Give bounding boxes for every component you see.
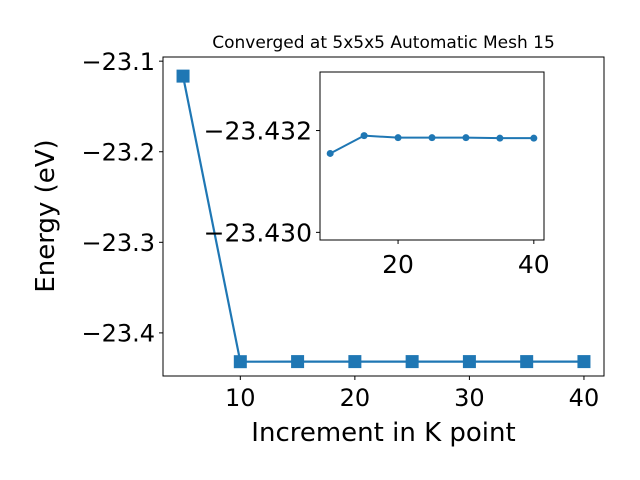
main-data-point: [233, 355, 247, 369]
main-data-point: [462, 355, 476, 369]
main-data-point: [291, 355, 305, 369]
inset-x-tick-label: 20: [382, 250, 414, 279]
main-x-tick-label: 30: [454, 384, 485, 412]
main-y-tick-label: −23.1: [81, 48, 155, 76]
inset-data-point: [530, 134, 538, 142]
main-data-point: [520, 355, 534, 369]
main-y-tick-label: −23.2: [81, 138, 155, 166]
inset-data-point: [496, 134, 504, 142]
main-x-tick-label: 10: [225, 384, 256, 412]
inset-data-point: [326, 149, 334, 157]
y-axis-label: Energy (eV): [31, 139, 61, 292]
main-y-tick-label: −23.3: [81, 229, 155, 257]
main-data-point: [577, 355, 591, 369]
inset-x-tick-label: 40: [518, 250, 550, 279]
inset-y-tick-label: −23.430: [204, 218, 312, 247]
main-data-point: [348, 355, 362, 369]
inset-y-tick-label: −23.432: [204, 117, 312, 146]
inset-data-point: [360, 132, 368, 140]
chart-title: Converged at 5x5x5 Automatic Mesh 15: [212, 33, 555, 53]
inset-plot: 20 40 −23.432−23.430: [204, 71, 550, 279]
main-series: [176, 69, 591, 369]
main-x-ticks: 10 20 30 40: [225, 376, 599, 412]
inset-x-ticks: 20 40: [382, 240, 550, 279]
main-y-ticks: −23.1 −23.2 −23.3 −23.4: [81, 48, 163, 348]
main-series-line: [181, 75, 584, 363]
main-x-tick-label: 40: [569, 384, 600, 412]
inset-data-point: [428, 134, 436, 142]
inset-plot-frame: [319, 71, 545, 241]
inset-series: [326, 132, 538, 157]
main-x-tick-label: 20: [340, 384, 371, 412]
x-axis-label: Increment in K point: [251, 418, 515, 448]
inset-data-point: [394, 134, 402, 142]
main-data-point: [176, 69, 190, 83]
inset-y-ticks: −23.432 −23.430: [204, 117, 320, 247]
main-y-tick-label: −23.4: [81, 320, 155, 348]
inset-data-point: [462, 134, 470, 142]
main-data-point: [405, 355, 419, 369]
